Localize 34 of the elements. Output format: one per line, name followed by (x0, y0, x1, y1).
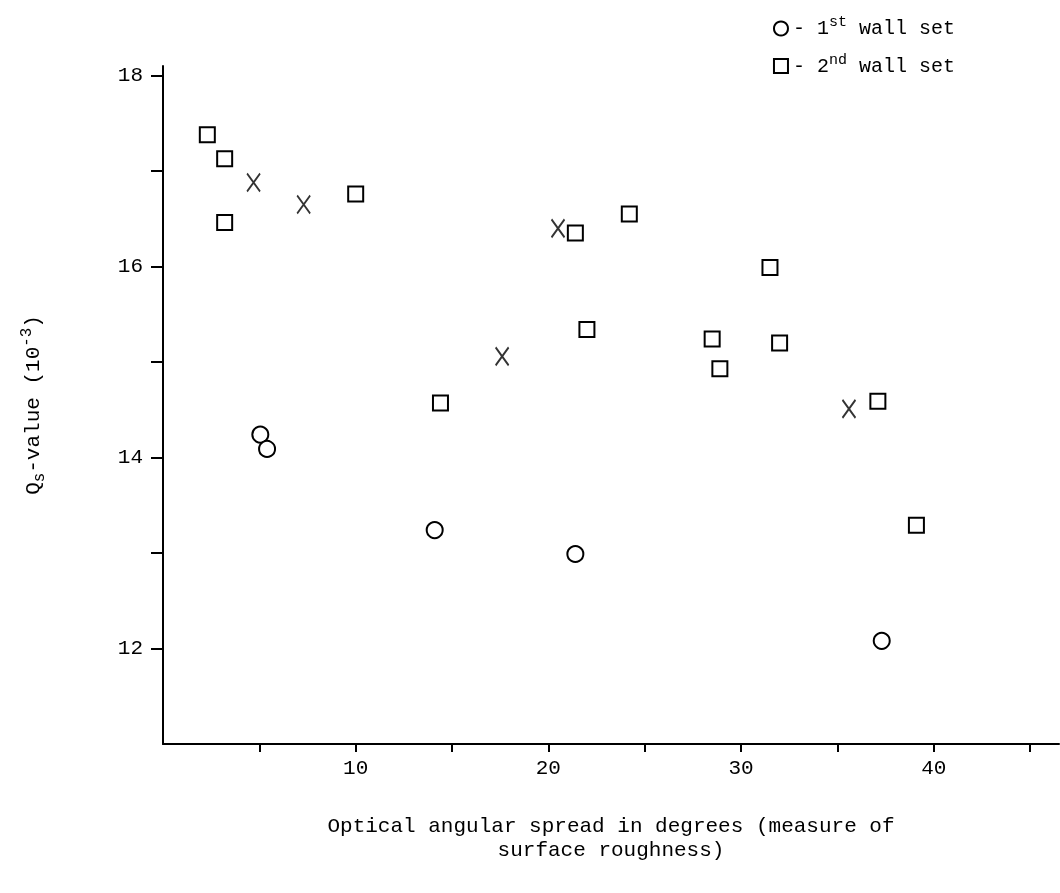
point (258, 439, 277, 458)
y-tick-label: 16 (117, 255, 143, 279)
point (566, 224, 584, 242)
point (841, 398, 857, 419)
point (431, 394, 449, 412)
y-axis-title: Qs-value (10-3) (18, 315, 49, 495)
x-tick-label: 40 (921, 757, 947, 780)
point (761, 258, 779, 276)
y-tick-label: 14 (117, 446, 143, 470)
point (703, 330, 721, 348)
point (771, 334, 789, 352)
point (246, 172, 262, 193)
point (425, 521, 444, 540)
point (620, 205, 638, 223)
point (907, 516, 925, 534)
point (494, 346, 510, 367)
point (872, 631, 891, 650)
point (566, 544, 585, 563)
x-tick-label: 20 (535, 757, 561, 780)
x-tick-label: 30 (728, 757, 754, 780)
point (711, 360, 729, 378)
point (198, 126, 216, 144)
x-axis-title: Optical angular spread in degrees (measure of surface roughness) (327, 814, 895, 862)
y-tick-label: 18 (117, 64, 143, 88)
point (296, 194, 312, 215)
point (251, 425, 270, 444)
point (550, 218, 566, 239)
point (347, 185, 365, 203)
x-tick-label: 10 (343, 757, 369, 780)
point (578, 321, 596, 339)
point (216, 214, 234, 232)
y-tick-label: 12 (117, 637, 143, 661)
point (216, 150, 234, 168)
point (869, 392, 887, 410)
